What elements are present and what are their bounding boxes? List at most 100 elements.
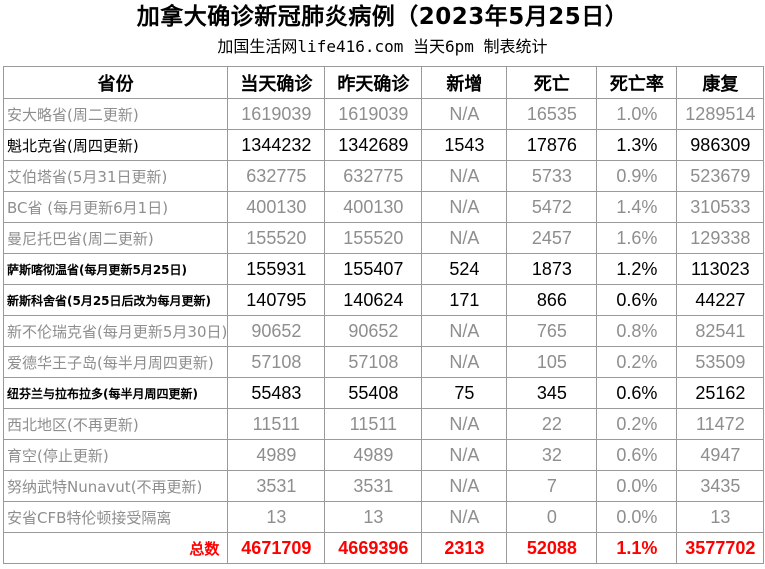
header-today-confirmed: 当天确诊 [227,66,326,99]
cell-today-confirmed: 57108 [227,346,326,378]
cell-new: 2313 [421,532,508,564]
cell-new: 171 [421,284,508,316]
cell-recovered: 523679 [676,160,765,192]
cell-recovered: 3577702 [676,532,765,564]
cell-yesterday-confirmed: 400130 [324,191,423,223]
cell-deaths: 16535 [506,98,598,130]
cell-yesterday-confirmed: 1342689 [324,129,423,161]
cell-yesterday-confirmed: 1619039 [324,98,423,130]
cell-today-confirmed: 632775 [227,160,326,192]
table-row: BC省 (每月更新6月1日) 400130 400130 N/A 5472 1.4% 310… [2,191,765,223]
cell-deaths: 2457 [506,222,598,254]
header-recovered: 康复 [676,66,765,99]
header-province: 省份 [2,66,229,99]
table-row: 新斯科舍省(5月25日后改为每月更新) 140795 140624 171 866 0.6… [2,284,765,316]
table-row: 新不伦瑞克省(每月更新5月30日) 90652 90652 N/A 765 0.8% 825… [2,315,765,347]
cell-deaths: 52088 [506,532,598,564]
cell-province: 新不伦瑞克省(每月更新5月30日) [2,315,229,347]
cell-province: 安大略省(周二更新) [2,98,229,130]
table-row: 曼尼托巴省(周二更新) 155520 155520 N/A 2457 1.6% 129338 [2,222,765,254]
cell-yesterday-confirmed: 90652 [324,315,423,347]
cell-deaths: 1873 [506,253,598,285]
cell-recovered: 25162 [676,377,765,409]
cell-death-rate: 0.6% [596,377,678,409]
cell-today-confirmed: 1619039 [227,98,326,130]
cell-today-confirmed: 4989 [227,439,326,471]
cell-today-confirmed: 11511 [227,408,326,440]
cell-recovered: 310533 [676,191,765,223]
cell-yesterday-confirmed: 632775 [324,160,423,192]
cell-deaths: 17876 [506,129,598,161]
table-row: 艾伯塔省(5月31日更新) 632775 632775 N/A 5733 0.9% 5236… [2,160,765,192]
cell-province: 萨斯喀彻温省(每月更新5月25日) [2,253,229,285]
cell-yesterday-confirmed: 13 [324,501,423,533]
cell-death-rate: 0.2% [596,408,678,440]
table-row: 纽芬兰与拉布拉多(每半月周四更新) 55483 55408 75 345 0.6% 2516… [2,377,765,409]
cell-today-confirmed: 400130 [227,191,326,223]
cell-death-rate: 0.2% [596,346,678,378]
cell-province: 西北地区(不再更新) [2,408,229,440]
cell-yesterday-confirmed: 3531 [324,470,423,502]
cell-new: N/A [421,501,508,533]
cell-new: N/A [421,160,508,192]
cell-new: N/A [421,408,508,440]
cell-new: N/A [421,470,508,502]
cell-province: 爱德华王子岛(每半月周四更新) [2,346,229,378]
cell-new: N/A [421,346,508,378]
table-row: 育空(停止更新) 4989 4989 N/A 32 0.6% 4947 [2,439,765,471]
cell-new: 75 [421,377,508,409]
cell-death-rate: 1.0% [596,98,678,130]
table-row: 安大略省(周二更新) 1619039 1619039 N/A 16535 1.0% 1289… [2,98,765,130]
cell-today-confirmed: 155520 [227,222,326,254]
header-new: 新增 [421,66,508,99]
cell-deaths: 105 [506,346,598,378]
cell-today-confirmed: 1344232 [227,129,326,161]
page-title: 加拿大确诊新冠肺炎病例（2023年5月25日） [136,4,629,30]
cell-deaths: 866 [506,284,598,316]
cell-new: N/A [421,222,508,254]
cell-yesterday-confirmed: 55408 [324,377,423,409]
cell-recovered: 1289514 [676,98,765,130]
cell-province: 努纳武特Nunavut(不再更新) [2,470,229,502]
cell-death-rate: 0.9% [596,160,678,192]
cell-new: N/A [421,98,508,130]
cell-death-rate: 1.6% [596,222,678,254]
cell-yesterday-confirmed: 155520 [324,222,423,254]
header-deaths: 死亡 [506,66,598,99]
cell-today-confirmed: 4671709 [227,532,326,564]
cell-province: 总数 [2,532,229,564]
cell-today-confirmed: 3531 [227,470,326,502]
cell-recovered: 113023 [676,253,765,285]
cell-death-rate: 1.3% [596,129,678,161]
cell-death-rate: 1.2% [596,253,678,285]
cell-recovered: 129338 [676,222,765,254]
table-body: 安大略省(周二更新) 1619039 1619039 N/A 16535 1.0% 1289… [2,98,765,564]
cell-new: 1543 [421,129,508,161]
cell-deaths: 5733 [506,160,598,192]
cell-death-rate: 0.6% [596,439,678,471]
cell-recovered: 13 [676,501,765,533]
table-row: 西北地区(不再更新) 11511 11511 N/A 22 0.2% 11472 [2,408,765,440]
cell-today-confirmed: 155931 [227,253,326,285]
cell-death-rate: 0.6% [596,284,678,316]
cell-recovered: 11472 [676,408,765,440]
cell-yesterday-confirmed: 57108 [324,346,423,378]
cell-recovered: 3435 [676,470,765,502]
cell-province: 艾伯塔省(5月31日更新) [2,160,229,192]
cell-deaths: 7 [506,470,598,502]
header-death-rate: 死亡率 [596,66,678,99]
cell-today-confirmed: 140795 [227,284,326,316]
cell-province: BC省 (每月更新6月1日) [2,191,229,223]
cell-death-rate: 0.0% [596,501,678,533]
cell-province: 曼尼托巴省(周二更新) [2,222,229,254]
cell-yesterday-confirmed: 4989 [324,439,423,471]
cell-deaths: 5472 [506,191,598,223]
cell-death-rate: 1.1% [596,532,678,564]
table-row: 魁北克省(周四更新) 1344232 1342689 1543 17876 1.3% 986… [2,129,765,161]
table-row: 努纳武特Nunavut(不再更新) 3531 3531 N/A 7 0.0% 3435 [2,470,765,502]
cell-new: N/A [421,191,508,223]
cell-new: 524 [421,253,508,285]
cell-yesterday-confirmed: 140624 [324,284,423,316]
cell-deaths: 345 [506,377,598,409]
cell-deaths: 0 [506,501,598,533]
